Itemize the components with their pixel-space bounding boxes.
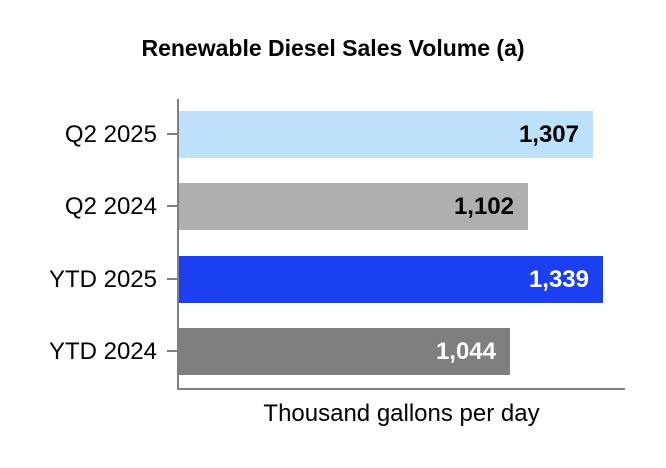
axis-tick: [167, 133, 177, 135]
bar-row: YTD 2025 1,339: [0, 256, 666, 303]
category-label: YTD 2024: [48, 338, 157, 365]
bar-row: YTD 2024 1,044: [0, 328, 666, 375]
axis-tick: [167, 350, 177, 352]
bar: 1,339: [179, 256, 603, 303]
axis-tick: [167, 205, 177, 207]
chart-title: Renewable Diesel Sales Volume (a): [141, 35, 525, 61]
bar: 1,307: [179, 111, 593, 158]
bar-value-label: 1,307: [518, 121, 579, 148]
bar-value-label: 1,102: [453, 193, 514, 220]
category-label: Q2 2024: [64, 193, 157, 220]
bar-row: Q2 2025 1,307: [0, 111, 666, 158]
y-axis-line: [177, 99, 179, 390]
bar: 1,102: [179, 183, 528, 230]
axis-tick: [167, 278, 177, 280]
bar-value-label: 1,044: [435, 338, 496, 365]
bar: 1,044: [179, 328, 510, 375]
x-axis-label: Thousand gallons per day: [263, 400, 540, 427]
bar-row: Q2 2024 1,102: [0, 183, 666, 230]
category-label: Q2 2025: [64, 121, 157, 148]
x-axis-line: [177, 388, 625, 390]
category-label: YTD 2025: [48, 266, 157, 293]
bar-value-label: 1,339: [528, 266, 589, 293]
